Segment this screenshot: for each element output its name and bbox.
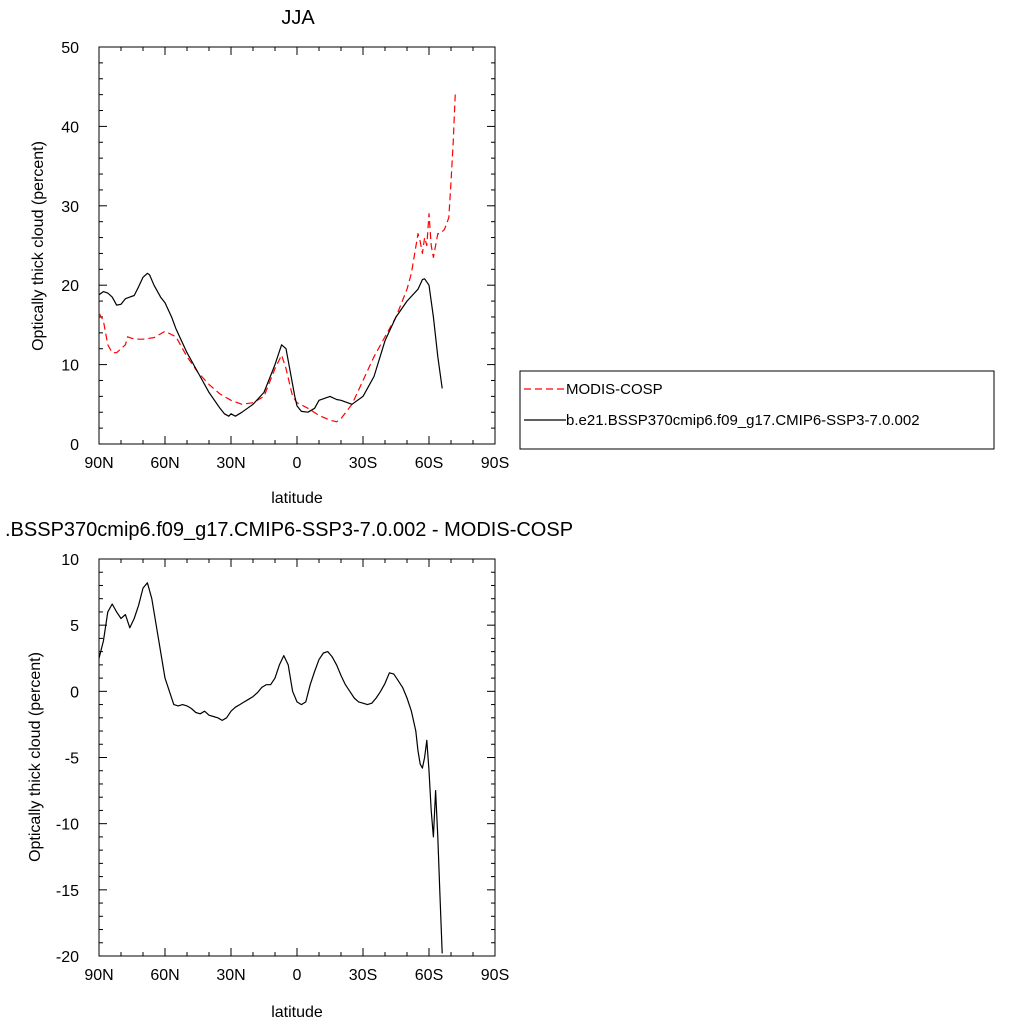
legend-entry-modis: MODIS-COSP [566,381,663,398]
legend-box [519,370,995,450]
bottom-y-tick-label: 10 [61,552,79,569]
bottom-x-tick-label: 60N [150,967,179,984]
legend-entry-model: b.e21.BSSP370cmip6.f09_g17.CMIP6-SSP3-7.… [566,412,920,429]
top-y-tick-label: 20 [61,278,79,295]
top-y-tick-label: 30 [61,199,79,216]
top-axis-ticks: 90N 60N 30N 0 30S 60S 90S 0 10 20 30 40 50 [61,40,509,472]
bottom-y-tick-label: -10 [56,817,79,834]
bottom-x-tick-label: 0 [293,967,302,984]
top-y-axis-label: Optically thick cloud (percent) [30,141,47,351]
top-y-tick-label: 0 [70,437,79,454]
bottom-panel-title: .BSSP370cmip6.f09_g17.CMIP6-SSP3-7.0.002… [5,519,573,541]
legend: MODIS-COSP b.e21.BSSP370cmip6.f09_g17.CM… [519,370,995,450]
bottom-panel: .BSSP370cmip6.f09_g17.CMIP6-SSP3-7.0.002… [5,519,573,1021]
top-series-group [98,90,456,423]
top-x-tick-label: 30S [349,455,377,472]
bottom-x-axis-label: latitude [271,1004,323,1021]
bottom-axis-ticks: 90N 60N 30N 0 30S 60S 90S -20 -15 -10 -5 0 5 10 [56,552,509,984]
bottom-y-tick-label: 0 [70,684,79,701]
bottom-x-tick-label: 90S [481,967,509,984]
top-series-line-1 [98,272,443,417]
bottom-x-tick-label: 30N [216,967,245,984]
bottom-y-tick-label: -15 [56,883,79,900]
top-panel-title: JJA [281,7,315,29]
top-x-tick-label: 0 [293,455,302,472]
bottom-plot-frame [98,558,496,957]
bottom-x-tick-label: 90N [84,967,113,984]
bottom-series-line-0 [98,582,443,954]
top-x-tick-label: 60S [415,455,443,472]
top-x-tick-label: 90S [481,455,509,472]
top-y-tick-label: 10 [61,358,79,375]
bottom-x-tick-label: 60S [415,967,443,984]
top-x-tick-label: 60N [150,455,179,472]
bottom-y-tick-label: -5 [65,751,79,768]
top-x-axis-label: latitude [271,490,323,507]
top-y-tick-label: 40 [61,119,79,136]
top-y-tick-label: 50 [61,40,79,57]
bottom-y-tick-label: 5 [70,618,79,635]
top-series-line-0 [98,90,456,423]
bottom-y-axis-label: Optically thick cloud (percent) [27,652,44,862]
top-panel: JJA 90N 60N 30N 0 30S 60S 90S 0 10 20 30 40 50 latit… [30,7,509,507]
bottom-y-tick-label: -20 [56,949,79,966]
top-x-tick-label: 90N [84,455,113,472]
bottom-x-tick-label: 30S [349,967,377,984]
top-x-tick-label: 30N [216,455,245,472]
bottom-series-group [98,582,443,954]
